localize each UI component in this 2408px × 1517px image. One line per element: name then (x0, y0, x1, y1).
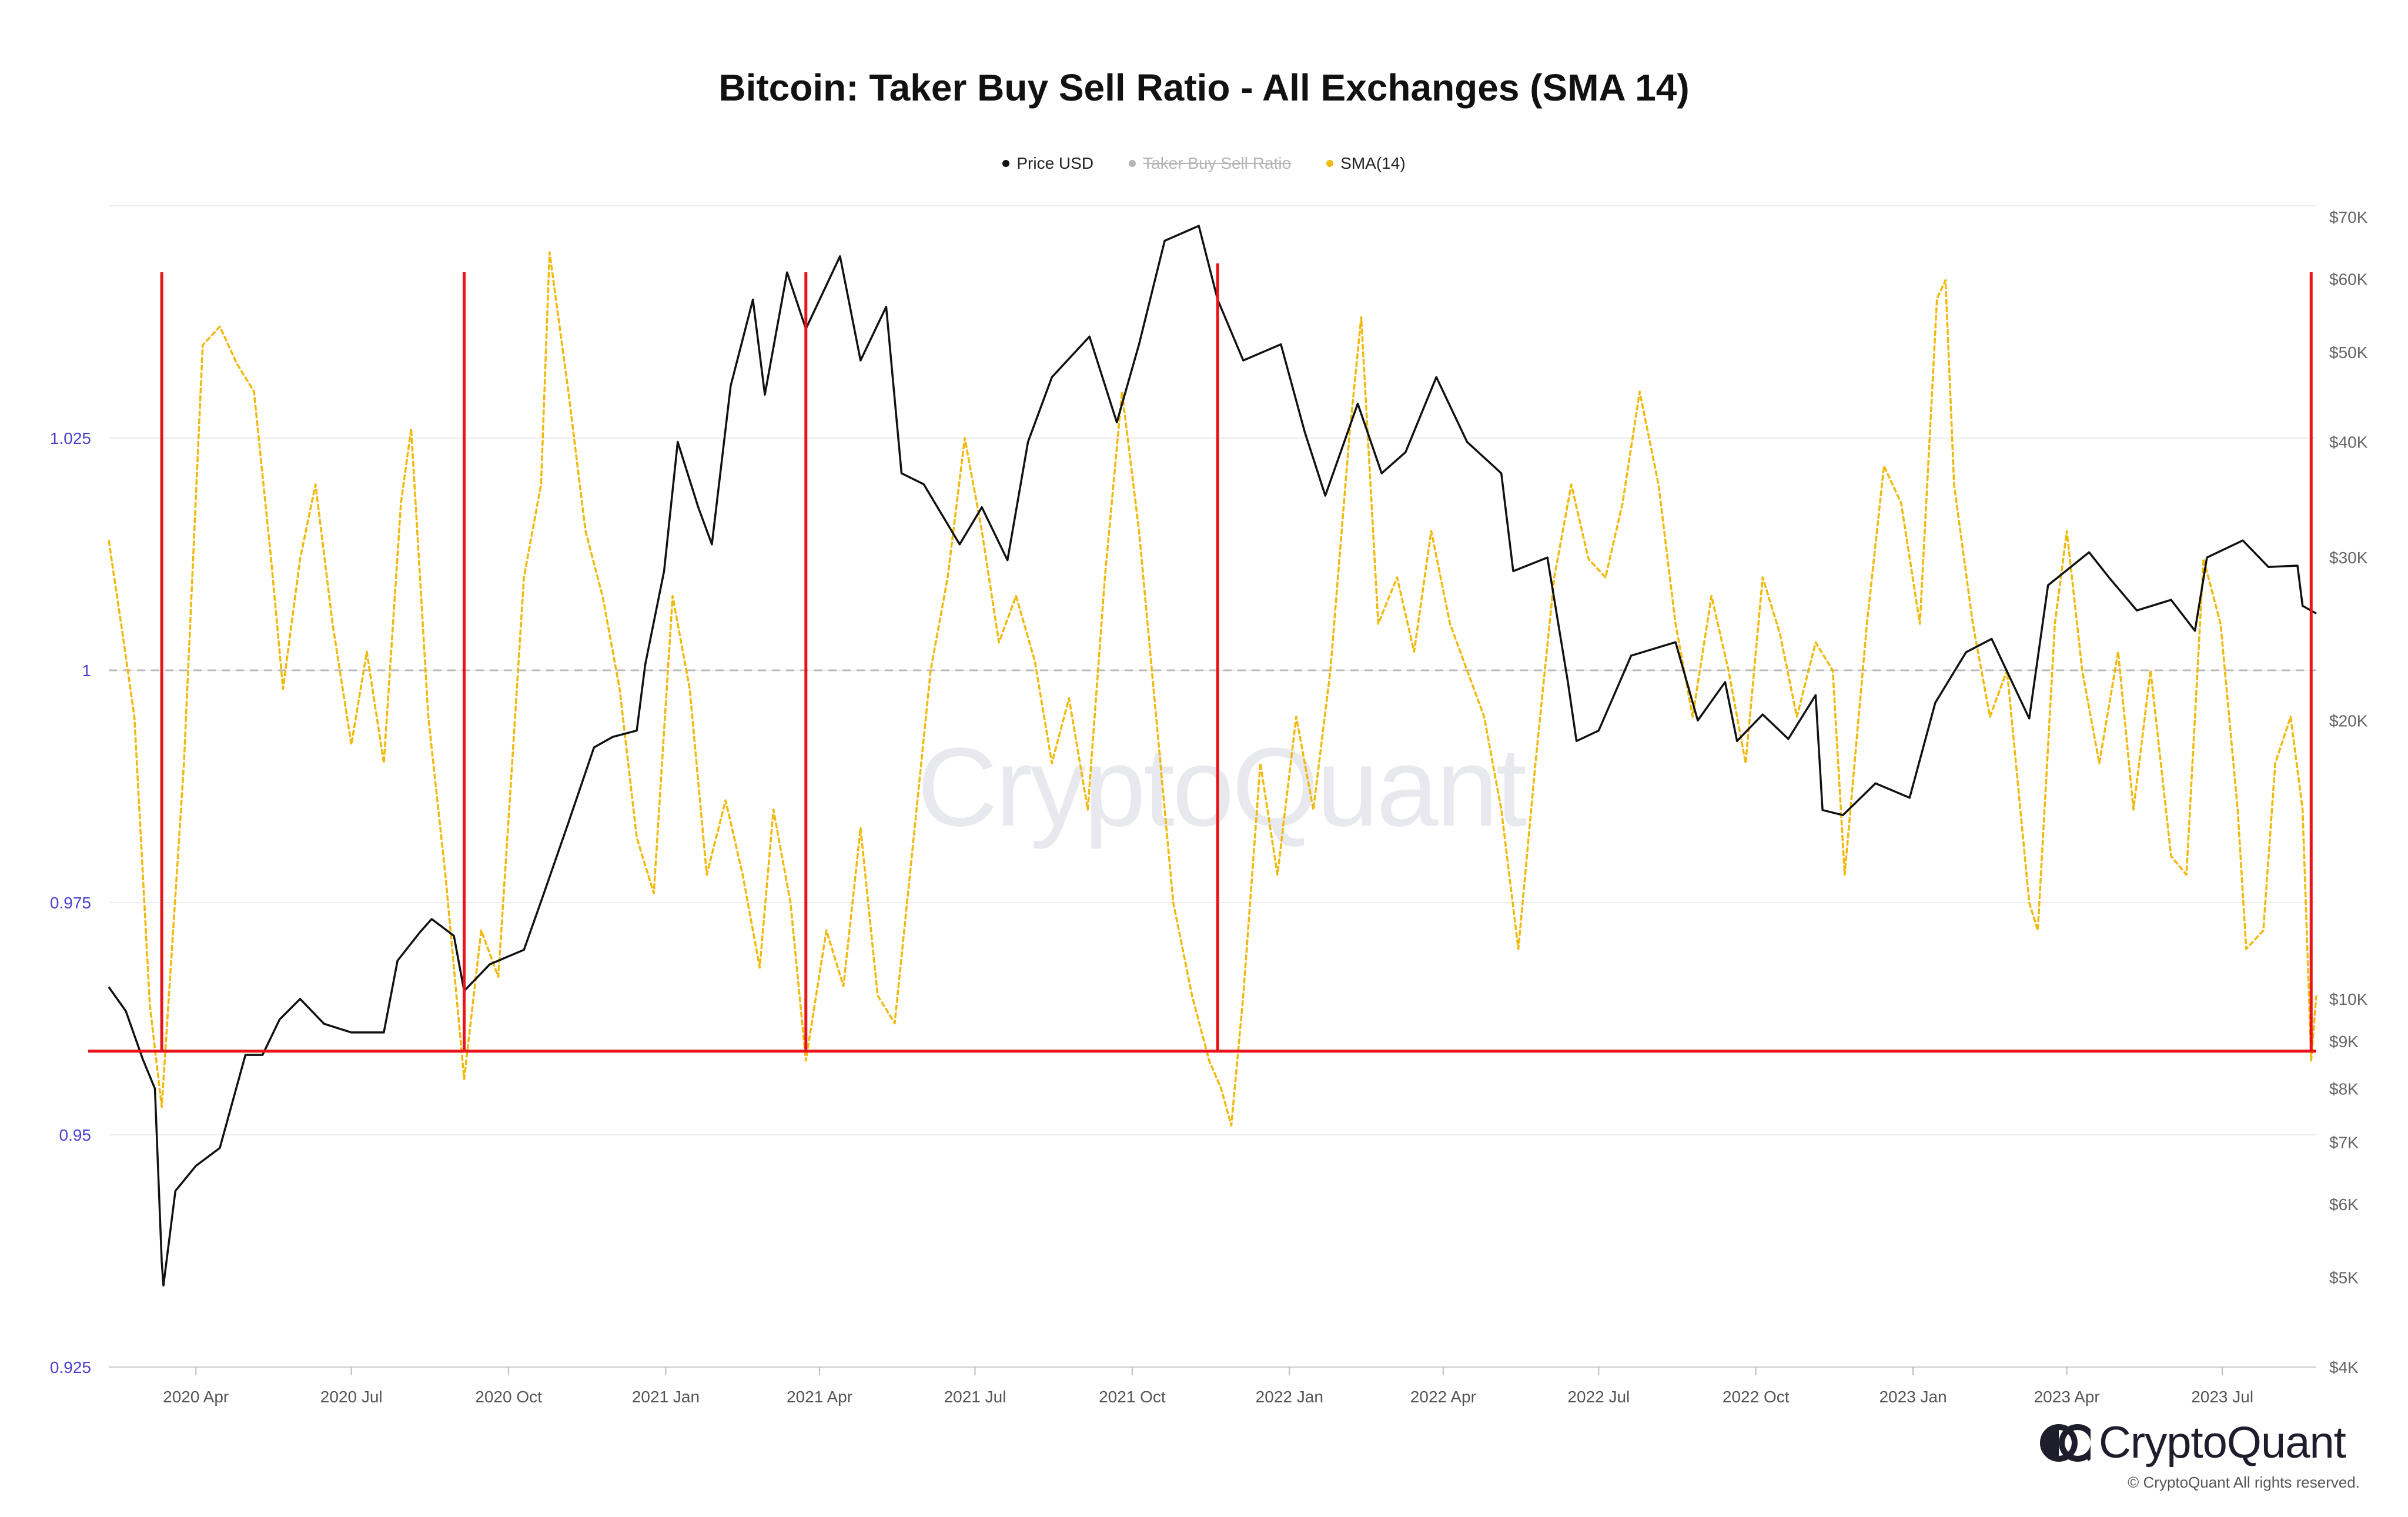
right-tick-label: $9K (2329, 1033, 2359, 1051)
x-tick-label: 2021 Oct (1099, 1388, 1166, 1406)
x-tick-label: 2022 Jul (1567, 1388, 1630, 1406)
x-tick-label: 2022 Jan (1256, 1388, 1323, 1406)
x-tick-label: 2020 Oct (475, 1388, 542, 1406)
x-axis: 2020 Apr 2020 Jul 2020 Oct 2021 Jan 2021 Apr… (109, 1366, 2316, 1406)
right-tick-label: $4K (2329, 1358, 2359, 1376)
right-tick-label: $6K (2329, 1195, 2359, 1214)
right-y-axis: $4K $5K $6K $7K $8K $9K $10K $20K $30K $40K $50K $6… (2329, 208, 2368, 1376)
series-line-price-usd (108, 225, 2317, 1287)
right-tick-label: $8K (2329, 1080, 2359, 1098)
x-tick-label: 2023 Jan (1879, 1388, 1947, 1406)
legend-label-sma: SMA(14) (1340, 154, 1406, 172)
left-y-axis: 0.925 0.95 0.975 1 1.025 (50, 429, 91, 1376)
series-layer (108, 225, 2317, 1287)
series-line-sma14 (108, 251, 2317, 1127)
left-tick-label: 0.925 (50, 1358, 91, 1376)
x-tick-label: 2020 Apr (163, 1388, 229, 1406)
left-tick-label: 1.025 (50, 429, 91, 447)
legend-item-price[interactable]: Price USD (1002, 154, 1093, 173)
right-tick-label: $20K (2329, 711, 2368, 730)
chart-title: Bitcoin: Taker Buy Sell Ratio - All Exch… (718, 66, 1690, 109)
x-tick-label: 2023 Jul (2191, 1388, 2253, 1406)
x-tick-label: 2020 Jul (320, 1388, 383, 1406)
brand-name: CryptoQuant (2099, 1418, 2346, 1468)
legend-label-price: Price USD (1016, 154, 1094, 172)
cryptoquant-logo-icon (2040, 1424, 2091, 1462)
legend-item-sma[interactable]: SMA(14) (1326, 154, 1406, 173)
right-tick-label: $7K (2329, 1134, 2359, 1152)
legend: Price USD Taker Buy Sell Ratio SMA(14) (0, 154, 2408, 173)
left-tick-label: 0.975 (50, 894, 91, 912)
legend-dot-sma (1326, 160, 1334, 167)
x-tick-label: 2022 Apr (1410, 1388, 1476, 1406)
marker-layer (88, 263, 2316, 1053)
left-tick-label: 1 (82, 661, 91, 680)
left-tick-label: 0.95 (59, 1126, 92, 1144)
legend-label-taker-ratio: Taker Buy Sell Ratio (1143, 154, 1292, 172)
right-tick-label: $40K (2329, 433, 2368, 452)
right-tick-label: $30K (2329, 549, 2368, 567)
legend-dot-taker-ratio (1129, 160, 1136, 167)
x-tick-label: 2021 Apr (787, 1388, 852, 1406)
x-tick-label: 2021 Jul (944, 1388, 1006, 1406)
brand-logo: CryptoQuant (2040, 1417, 2346, 1468)
watermark: CryptoQuant (917, 725, 1527, 850)
right-tick-label: $70K (2329, 208, 2368, 226)
right-tick-label: $10K (2329, 990, 2368, 1008)
x-tick-label: 2021 Jan (632, 1388, 700, 1406)
grid-lines (109, 205, 2316, 1368)
x-tick-label: 2022 Oct (1723, 1388, 1790, 1406)
legend-dot-price (1002, 160, 1010, 167)
legend-item-taker-ratio[interactable]: Taker Buy Sell Ratio (1129, 154, 1291, 173)
x-tick-label: 2023 Apr (2034, 1388, 2100, 1406)
right-tick-label: $60K (2329, 270, 2368, 289)
copyright-text: © CryptoQuant All rights reserved. (2128, 1473, 2360, 1491)
right-tick-label: $5K (2329, 1269, 2359, 1287)
right-tick-label: $50K (2329, 343, 2368, 362)
